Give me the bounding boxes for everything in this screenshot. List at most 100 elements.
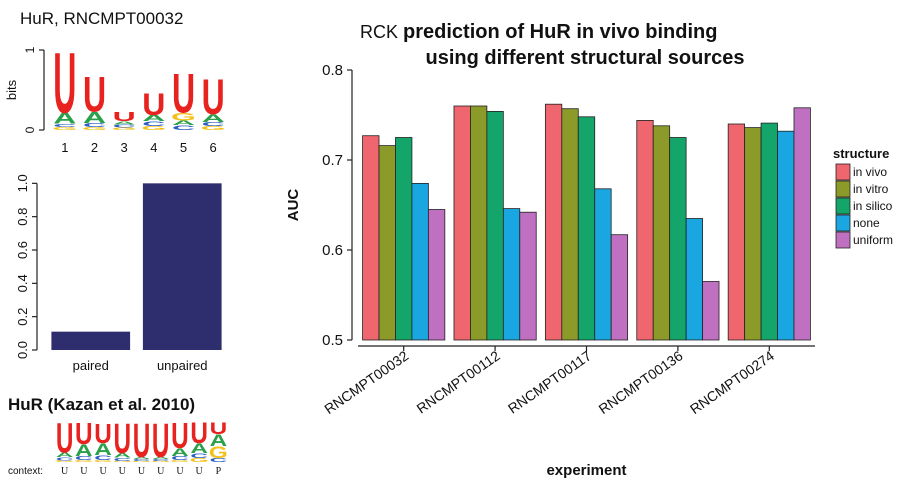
logo-letter: C bbox=[94, 454, 112, 461]
logo-letter: C bbox=[171, 455, 189, 461]
logo-letter: G bbox=[74, 459, 93, 462]
logo-letter: A bbox=[113, 120, 136, 125]
logo-letter: U bbox=[94, 418, 112, 450]
logo-letter: A bbox=[75, 442, 93, 460]
legend-title: structure bbox=[833, 146, 889, 161]
logo-letter: G bbox=[55, 460, 74, 463]
bar bbox=[636, 120, 654, 341]
y-tick-label: 1.0 bbox=[15, 174, 30, 192]
logo-letter: C bbox=[113, 124, 136, 129]
title-prefix: RCK bbox=[360, 22, 398, 42]
bar bbox=[470, 105, 488, 341]
x-tick-label: unpaired bbox=[157, 358, 208, 373]
bar bbox=[142, 183, 222, 350]
context-tick-label: U bbox=[61, 466, 69, 477]
legend-swatch bbox=[835, 180, 851, 198]
logo-letter: G bbox=[132, 460, 151, 462]
logo-letter: A bbox=[53, 110, 76, 127]
x-tick-label: RNCMPT00112 bbox=[414, 347, 503, 416]
panel-title: HuR (Kazan et al. 2010) bbox=[8, 395, 195, 414]
logo-letter: A bbox=[152, 456, 170, 459]
x-tick-label: RNCMPT00136 bbox=[595, 347, 685, 417]
logo-letter: C bbox=[202, 121, 225, 127]
legend-label: in silico bbox=[853, 199, 893, 213]
x-tick-label: RNCMPT00032 bbox=[321, 347, 411, 417]
logo-letter: G bbox=[190, 457, 209, 463]
legend-label: uniform bbox=[853, 233, 893, 247]
y-tick-label: 0.0 bbox=[15, 341, 30, 359]
context-tick-label: U bbox=[99, 466, 107, 477]
logo-letter: A bbox=[202, 112, 225, 125]
panel-title: HuR, RNCMPT00032 bbox=[20, 9, 183, 28]
bar bbox=[652, 125, 671, 341]
logo-letter: U bbox=[210, 420, 228, 438]
logo-letter: C bbox=[56, 456, 74, 461]
logo-letter: U bbox=[202, 69, 225, 125]
context-label: context: bbox=[8, 466, 43, 477]
bar bbox=[427, 209, 446, 341]
context-tick-label: U bbox=[119, 466, 127, 477]
bar bbox=[51, 331, 131, 350]
bar bbox=[777, 130, 795, 341]
y-axis-label: AUC bbox=[285, 189, 302, 222]
bar bbox=[744, 127, 762, 341]
bar bbox=[685, 218, 703, 341]
y-tick-label: 0.8 bbox=[322, 62, 343, 79]
y-tick-label: 0.8 bbox=[15, 208, 30, 226]
bar bbox=[544, 103, 563, 341]
bar bbox=[519, 211, 537, 341]
context-tick-label: U bbox=[196, 466, 204, 477]
chart-title: RCK prediction of HuR in vivo binding bbox=[360, 21, 717, 43]
logo-letter: U bbox=[83, 66, 106, 122]
logo-letter: G bbox=[151, 460, 170, 462]
bar bbox=[362, 135, 380, 341]
bar bbox=[577, 116, 596, 341]
logo-letter: U bbox=[172, 62, 195, 124]
logo-letter: U bbox=[113, 415, 131, 463]
legend-label: in vitro bbox=[853, 182, 889, 196]
bar bbox=[594, 188, 612, 341]
logo-letter: C bbox=[210, 457, 228, 463]
logo-letter: G bbox=[141, 125, 166, 131]
x-tick-label: RNCMPT00117 bbox=[505, 347, 594, 416]
logo-letter: C bbox=[142, 120, 166, 127]
bar bbox=[727, 123, 746, 341]
logo-letter: A bbox=[172, 119, 196, 126]
context-tick-label: U bbox=[157, 466, 165, 477]
legend-label: in vivo bbox=[853, 165, 887, 179]
context-tick-label: P bbox=[216, 466, 222, 477]
bar bbox=[502, 208, 521, 341]
legend-swatch bbox=[835, 231, 851, 249]
logo-letter: U bbox=[75, 416, 93, 450]
logo-letter: G bbox=[171, 111, 196, 124]
y-axis-label: bits bbox=[4, 79, 19, 100]
y-tick-label: 0.6 bbox=[15, 241, 30, 259]
bar bbox=[378, 145, 396, 341]
logo-letter: U bbox=[152, 414, 170, 468]
context-tick-label: U bbox=[176, 466, 184, 477]
legend-swatch bbox=[835, 163, 851, 181]
bar bbox=[486, 111, 504, 341]
logo-letter: A bbox=[94, 441, 112, 459]
logo-letter: C bbox=[172, 124, 196, 131]
logo-letter: A bbox=[113, 452, 131, 459]
x-tick-label: 3 bbox=[121, 140, 128, 155]
logo-letter: A bbox=[133, 456, 151, 459]
y-tick-label: 0.4 bbox=[15, 274, 30, 292]
bar bbox=[669, 137, 687, 341]
logo-letter: A bbox=[142, 113, 165, 123]
logo-letter: C bbox=[190, 452, 208, 459]
y-tick-label: 0.7 bbox=[322, 152, 343, 169]
logo-letter: C bbox=[75, 455, 93, 461]
legend-swatch bbox=[835, 214, 851, 232]
x-tick-label: 2 bbox=[91, 140, 98, 155]
logo-letter: U bbox=[56, 416, 74, 463]
bar bbox=[793, 107, 811, 341]
logo-letter: C bbox=[113, 457, 131, 462]
logo-letter: G bbox=[209, 444, 228, 462]
logo-letter: G bbox=[113, 460, 132, 462]
bar bbox=[610, 234, 629, 341]
x-tick-label: 6 bbox=[210, 140, 217, 155]
x-axis-label: experiment bbox=[546, 462, 626, 479]
